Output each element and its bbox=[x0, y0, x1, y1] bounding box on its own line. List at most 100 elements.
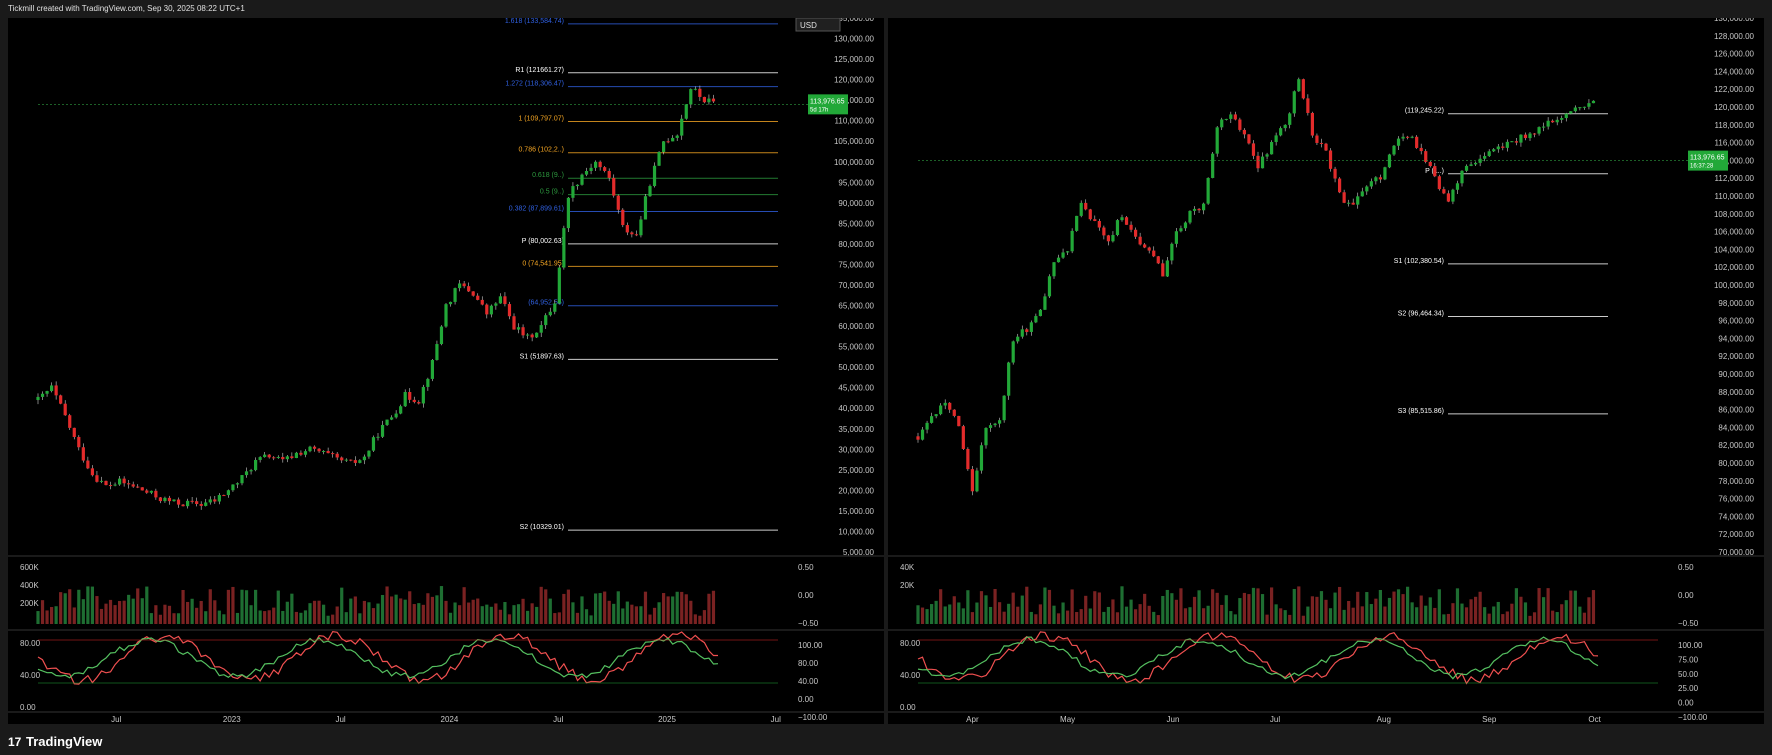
level-label: S2 (96,464.34) bbox=[1398, 310, 1444, 317]
candle-body bbox=[612, 177, 616, 196]
volume-bar bbox=[1328, 608, 1333, 624]
candle-body bbox=[1256, 155, 1260, 169]
volume-bar bbox=[145, 586, 149, 624]
osc-left-tick: 0.00 bbox=[20, 703, 36, 712]
candle-body bbox=[553, 303, 557, 312]
volume-bar bbox=[1519, 596, 1523, 624]
volume-bar bbox=[240, 589, 244, 624]
volume-bar bbox=[548, 598, 552, 624]
candle-body bbox=[1188, 210, 1192, 223]
volume-bar bbox=[698, 615, 702, 624]
currency-badge: USD bbox=[800, 21, 817, 30]
volume-bar bbox=[394, 594, 398, 624]
candle-body bbox=[331, 453, 335, 455]
candle-body bbox=[975, 470, 979, 492]
volume-right-tick: −0.50 bbox=[1678, 619, 1699, 628]
time-tick-label: Jul bbox=[1270, 715, 1280, 724]
volume-bar bbox=[1179, 588, 1183, 624]
volume-bar bbox=[930, 604, 934, 624]
volume-bar bbox=[1319, 591, 1324, 624]
candle-body bbox=[86, 460, 90, 469]
candle-body bbox=[1591, 100, 1596, 104]
candle-body bbox=[195, 501, 199, 505]
osc-right-tick: 50.00 bbox=[1678, 670, 1699, 679]
volume-bar bbox=[380, 594, 385, 624]
volume-tick-label: 400K bbox=[20, 581, 39, 590]
volume-bar bbox=[1283, 610, 1287, 624]
candle-body bbox=[507, 304, 512, 317]
candle-body bbox=[186, 500, 190, 507]
osc-right-tick: 100.00 bbox=[798, 641, 823, 650]
candle-body bbox=[1560, 118, 1564, 120]
tradingview-logo[interactable]: 17 TradingView bbox=[8, 734, 102, 749]
volume-bar bbox=[1333, 592, 1337, 624]
volume-bar bbox=[303, 610, 308, 624]
osc-right-tick: 40.00 bbox=[798, 677, 819, 686]
volume-bar bbox=[975, 602, 979, 624]
volume-bar bbox=[1265, 614, 1269, 624]
volume-bar bbox=[544, 589, 548, 624]
candle-body bbox=[657, 151, 661, 166]
right-chart-svg[interactable]: 130,000.00 128,000.00 126,000.00 124,000.00… bbox=[888, 10, 1764, 724]
volume-bar bbox=[1152, 611, 1156, 624]
volume-bar bbox=[195, 607, 199, 624]
brand-name: TradingView bbox=[26, 734, 103, 749]
volume-bar bbox=[702, 610, 706, 624]
price-tick-label: 94,000.00 bbox=[1718, 334, 1754, 343]
candle-body bbox=[930, 416, 934, 423]
volume-bar bbox=[1129, 599, 1133, 624]
price-tick-label: 120,000.00 bbox=[1714, 103, 1755, 112]
candle-body bbox=[294, 452, 298, 459]
candle-body bbox=[45, 391, 49, 394]
candle-body bbox=[394, 413, 398, 418]
candle-body bbox=[689, 89, 693, 105]
price-tick-label: 84,000.00 bbox=[1718, 423, 1754, 432]
volume-bar bbox=[1478, 591, 1482, 624]
left-chart-panel[interactable]: 135,000.00 130,000.00 125,000.00 120,000.00… bbox=[8, 14, 884, 724]
level-label: 0.5 (9..) bbox=[540, 189, 564, 196]
volume-bar bbox=[1306, 606, 1310, 624]
candle-body bbox=[1211, 153, 1215, 178]
candle-body bbox=[498, 296, 502, 304]
volume-bar bbox=[226, 589, 230, 624]
volume-bar bbox=[652, 607, 657, 624]
candle-body bbox=[113, 484, 117, 486]
volume-bar bbox=[1242, 592, 1246, 624]
candle-body bbox=[1342, 192, 1346, 203]
volume-bar bbox=[1174, 599, 1178, 624]
candle-body bbox=[1220, 119, 1224, 128]
volume-bar bbox=[408, 591, 412, 624]
candle-body bbox=[662, 141, 666, 152]
volume-bar bbox=[1342, 609, 1346, 624]
volume-bar bbox=[1274, 604, 1278, 624]
left-chart-svg[interactable]: 135,000.00 130,000.00 125,000.00 120,000.00… bbox=[8, 14, 884, 724]
volume-bar bbox=[1143, 593, 1147, 624]
volume-bar bbox=[571, 602, 575, 624]
candle-body bbox=[1156, 256, 1160, 264]
volume-bar bbox=[1233, 614, 1237, 624]
volume-bar bbox=[526, 610, 530, 624]
volume-bar bbox=[158, 614, 162, 624]
volume-bar bbox=[1464, 607, 1469, 624]
volume-bar bbox=[50, 607, 54, 624]
candle-body bbox=[1387, 154, 1392, 168]
candle-body bbox=[1102, 227, 1106, 236]
price-tick-label: 122,000.00 bbox=[1714, 85, 1755, 94]
volume-bar bbox=[312, 600, 317, 624]
candle-body bbox=[1474, 162, 1478, 165]
volume-bar bbox=[662, 593, 666, 624]
candle-body bbox=[571, 186, 575, 198]
volume-bar bbox=[36, 611, 40, 624]
candle-body bbox=[68, 415, 72, 428]
right-chart-panel[interactable]: 130,000.00 128,000.00 126,000.00 124,000.00… bbox=[888, 10, 1764, 724]
volume-bar bbox=[689, 600, 693, 624]
volume-bar bbox=[494, 603, 498, 624]
volume-bar bbox=[498, 609, 502, 624]
volume-bar bbox=[1483, 607, 1487, 624]
volume-bar bbox=[1079, 609, 1083, 624]
volume-bar bbox=[462, 587, 466, 624]
candle-body bbox=[430, 359, 434, 379]
candle-body bbox=[485, 304, 489, 315]
volume-bar bbox=[1165, 589, 1169, 624]
last-price-label: 113,976.65 bbox=[810, 98, 845, 105]
